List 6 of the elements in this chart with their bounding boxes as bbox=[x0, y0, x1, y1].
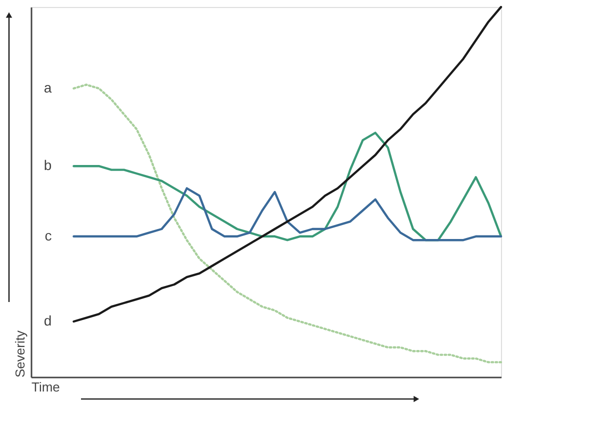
x-axis-title: Time bbox=[32, 380, 60, 394]
series-label: c bbox=[44, 227, 52, 244]
series-label: d bbox=[44, 312, 52, 328]
series-label: b bbox=[44, 157, 52, 174]
series-label: a bbox=[44, 79, 52, 96]
y-axis-title: Severity bbox=[12, 330, 28, 378]
